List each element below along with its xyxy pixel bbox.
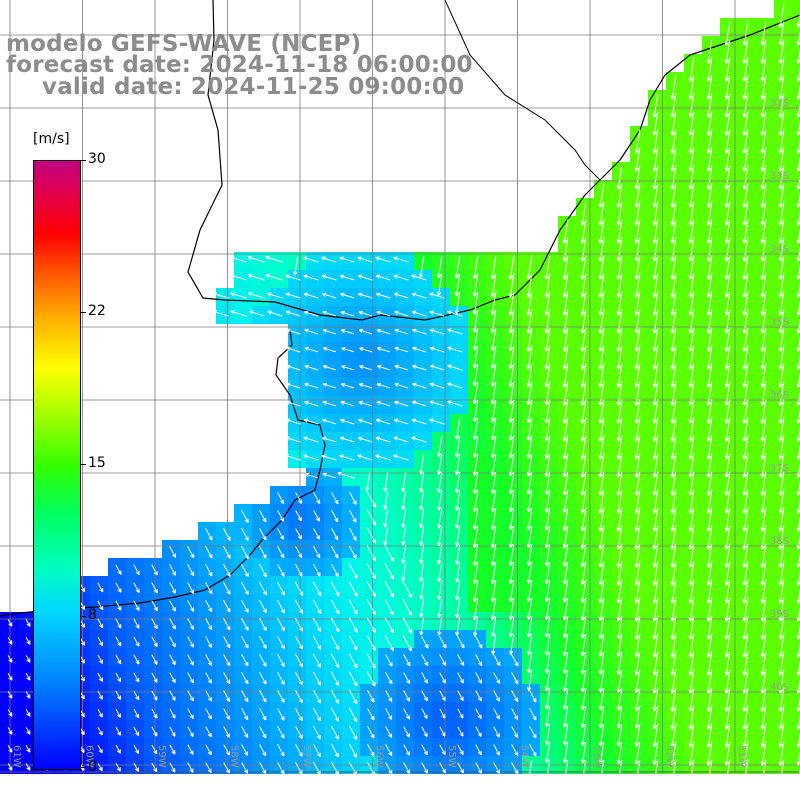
colorbar-label-22: 22: [88, 303, 106, 319]
coastline: [0, 0, 800, 617]
longitude-label: 57W: [301, 745, 312, 768]
latitude-label: 40S: [770, 682, 789, 693]
wind-speed-field: [0, 0, 800, 774]
colorbar-label-30: 30: [88, 151, 106, 167]
model-title: modelo GEFS-WAVE (NCEP): [6, 31, 362, 57]
longitude-label: 55W: [446, 745, 457, 768]
colorbar: [33, 160, 81, 770]
latitude-label: 36S: [770, 390, 789, 401]
wind-vectors: [7, 3, 800, 784]
latitude-label: 37S: [770, 463, 789, 474]
latitude-label: 35S: [770, 317, 789, 328]
coastline-interior-border: [444, 0, 601, 181]
colorbar-tick: [80, 616, 86, 617]
longitude-label: 58W: [229, 745, 240, 768]
latitude-label: 38S: [770, 536, 789, 547]
colorbar-label-15: 15: [88, 455, 106, 471]
axis-labels: 61W 60W 59W 58W 57W 56W 55W 54W 53W 52W 51W 32S 33S 3…: [11, 98, 789, 768]
longitude-label: 59W: [156, 745, 167, 768]
colorbar-unit: [m/s]: [33, 131, 70, 147]
longitude-label: 51W: [736, 745, 747, 768]
coastline-river-plate-south: [0, 329, 326, 617]
longitude-label: 54W: [519, 745, 530, 768]
latitude-label: 39S: [770, 609, 789, 620]
colorbar-tick: [80, 312, 86, 313]
colorbar-tick: [80, 464, 86, 465]
colorbar-tick: [80, 160, 86, 161]
valid-date: valid date: 2024-11-25 09:00:00: [42, 74, 465, 100]
longitude-label: 52W: [664, 745, 675, 768]
forecast-date: forecast date: 2024-11-18 06:00:00: [6, 52, 473, 78]
longitude-label: 56W: [374, 745, 385, 768]
colorbar-label-8: 8: [88, 607, 97, 623]
latitude-label: 32S: [770, 98, 789, 109]
longitude-label: 61W: [11, 745, 22, 768]
colorbar-tick: [80, 767, 86, 768]
colorbar-label-0: 0: [88, 759, 97, 775]
longitude-label: 53W: [591, 745, 602, 768]
latitude-label: 33S: [770, 171, 789, 182]
latitude-label: 34S: [770, 244, 789, 255]
longitude-label: 60W: [84, 745, 95, 768]
coastline-south-america: [187, 0, 800, 321]
